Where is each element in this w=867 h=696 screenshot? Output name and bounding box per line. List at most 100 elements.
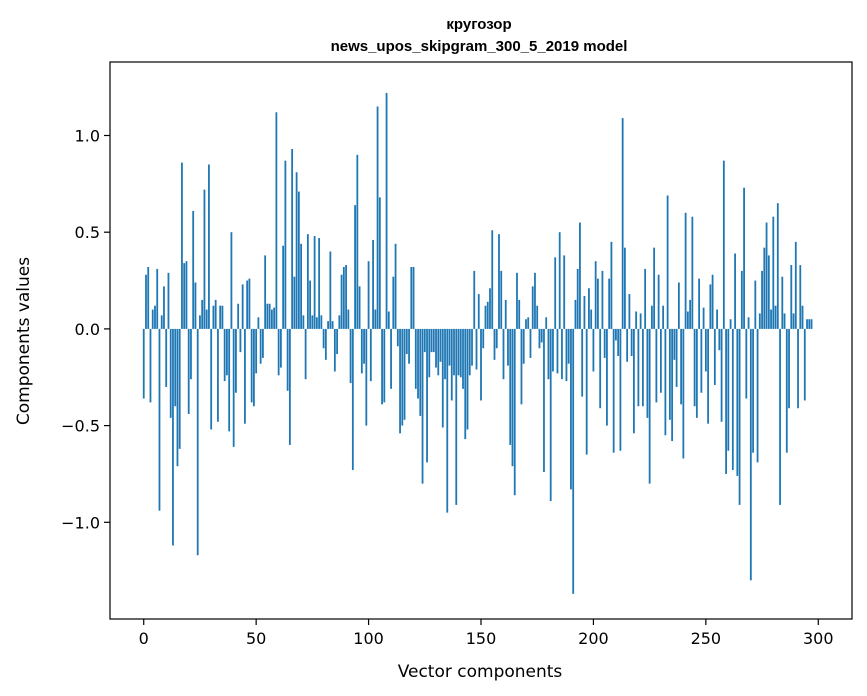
bar-23 [194,282,197,329]
bar-172 [529,328,532,358]
bar-114 [399,328,401,434]
bar-234 [668,328,671,420]
bar-67 [293,276,296,329]
bar-7 [158,328,161,511]
bar-159 [500,270,503,329]
bar-242 [686,311,689,329]
y-tick-label: −1.0 [61,513,100,532]
plot-frame [109,61,853,620]
bar-182 [552,328,554,372]
bar-26 [201,299,204,329]
bar-167 [518,299,521,329]
bar-116 [403,328,406,420]
bar-98 [363,328,365,364]
bar-212 [619,328,622,451]
bar-56 [268,303,271,329]
bar-173 [531,286,534,329]
bar-87 [338,315,341,329]
bar-210 [615,328,617,341]
bar-97 [360,328,363,374]
bar-220 [637,328,640,407]
bar-6 [156,268,159,329]
bar-68 [295,172,298,329]
bar-113 [396,328,399,347]
bar-270 [749,328,752,581]
bar-93 [351,328,354,471]
bar-21 [190,328,192,380]
bar-81 [324,328,327,360]
bar-9 [163,286,165,329]
bar-277 [765,222,768,329]
bar-142 [462,328,464,389]
bar-249 [702,307,705,329]
bar-58 [273,307,276,329]
x-tick-label: 50 [246,629,266,648]
bar-118 [408,328,410,364]
bar-267 [743,187,745,329]
bar-149 [477,294,480,329]
bar-134 [444,328,446,380]
bar-62 [282,245,285,329]
bar-132 [439,328,442,362]
bar-290 [794,241,797,329]
bar-156 [493,328,496,360]
bar-104 [376,106,379,329]
bar-74 [309,280,312,329]
bar-19 [185,261,188,329]
bar-38 [228,328,231,432]
bar-115 [401,328,404,426]
bar-206 [606,328,608,426]
bar-86 [336,328,338,355]
bar-5 [154,305,156,329]
bar-75 [311,315,314,329]
bar-191 [572,328,575,594]
bar-28 [205,309,208,329]
bar-294 [803,328,806,401]
bar-20 [187,328,190,414]
bar-108 [385,92,388,329]
bar-168 [520,328,523,405]
bar-175 [536,305,539,329]
bar-16 [178,328,181,449]
bar-141 [459,328,462,378]
bar-85 [333,328,336,372]
bar-258 [722,160,725,329]
bar-31 [212,305,215,329]
bar-8 [160,315,163,329]
y-axis: −1.0 −0.5 0.0 0.5 1.0 [61,126,110,532]
bar-50 [255,328,258,374]
bar-296 [808,319,811,329]
bar-82 [327,321,329,329]
bar-271 [752,328,754,453]
bar-69 [297,191,300,329]
bar-268 [745,328,748,399]
bar-222 [641,328,644,407]
bar-196 [583,296,586,329]
bar-series [142,92,813,594]
bar-244 [691,216,694,329]
bar-243 [689,299,692,329]
bar-43 [239,328,242,353]
bar-101 [369,328,372,382]
bar-135 [446,328,449,513]
bar-59 [275,112,278,329]
bar-269 [747,317,750,329]
bar-285 [783,313,786,329]
bar-126 [426,328,428,463]
bar-254 [713,328,716,385]
bar-239 [680,328,683,405]
bar-184 [556,328,559,374]
bar-279 [770,309,772,329]
bar-76 [313,236,316,329]
bar-107 [383,328,386,403]
bar-66 [291,149,294,329]
bar-60 [277,328,280,376]
bar-92 [349,328,352,384]
bar-96 [358,286,361,329]
bar-203 [599,328,602,409]
bar-202 [597,278,599,329]
bar-178 [543,328,545,473]
bar-247 [698,278,700,329]
bar-137 [450,328,453,401]
bar-281 [774,305,777,329]
